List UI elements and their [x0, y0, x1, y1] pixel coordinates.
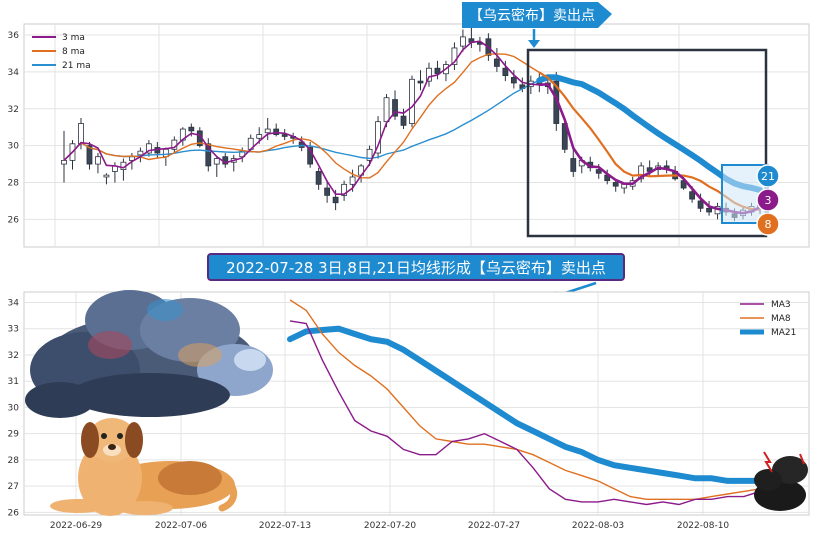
candle	[638, 162, 645, 183]
bottom-x-tick-label: 2022-07-13	[259, 521, 311, 531]
badge-3-label: 3	[765, 194, 772, 207]
top-y-tick-label: 32	[8, 105, 19, 115]
bottom-x-tick-label: 2022-07-20	[364, 521, 417, 531]
bottom-y-tick-label: 33	[8, 325, 19, 335]
top-arrow-head-icon	[528, 40, 540, 48]
candle	[137, 147, 144, 163]
candle	[273, 123, 280, 137]
top-legend-ma21: 21 ma	[62, 61, 91, 71]
focus-box	[526, 48, 768, 238]
top-plot-area	[23, 23, 810, 248]
candle	[502, 60, 509, 82]
badge-21-label: 21	[761, 170, 775, 183]
middle-banner-text: 2022-07-28 3日,8日,21日均线形成【乌云密布】卖出点	[226, 259, 606, 277]
bottom-x-tick-label: 2022-07-06	[155, 521, 208, 531]
bottom-y-tick-label: 29	[8, 430, 20, 440]
badge-8-label: 8	[765, 218, 772, 231]
candle	[281, 129, 288, 141]
storm-cloud-illustration	[25, 290, 273, 418]
dog-illustration	[50, 418, 238, 516]
bottom-legend-ma8: MA8	[771, 314, 791, 324]
bottom-y-tick-label: 34	[8, 298, 20, 308]
bottom-y-ticks: 26 27 28 29 30 31 32 33 34	[8, 298, 20, 518]
bottom-y-tick-label: 31	[8, 377, 19, 387]
top-y-tick-label: 34	[8, 68, 20, 78]
candle	[103, 173, 110, 185]
top-y-tick-label: 28	[8, 178, 20, 188]
top-legend: 3 ma 8 ma 21 ma	[32, 33, 91, 71]
bottom-y-tick-label: 32	[8, 351, 19, 361]
top-legend-ma8: 8 ma	[62, 47, 85, 57]
bottom-x-tick-label: 2022-08-10	[677, 521, 730, 531]
thunder-cloud-icon	[754, 451, 808, 511]
candle	[341, 180, 347, 201]
candle	[86, 141, 93, 170]
candle	[706, 200, 712, 216]
bottom-y-tick-label: 26	[8, 508, 20, 518]
top-y-tick-label: 26	[8, 215, 20, 225]
top-banner-shape	[462, 2, 612, 28]
bottom-ma8-line	[289, 299, 761, 500]
candle	[460, 29, 466, 52]
bottom-y-tick-label: 30	[8, 403, 20, 413]
bottom-y-tick-label: 27	[8, 482, 19, 492]
top-panel: 26 28 30 32 34 36 3 ma 8 ma 21 ma 【乌云密布】卖出点	[8, 2, 810, 248]
bottom-x-tick-label: 2022-07-27	[468, 521, 520, 531]
bottom-ma3-line	[289, 320, 761, 506]
top-legend-ma3: 3 ma	[62, 33, 85, 43]
candle	[392, 90, 398, 120]
bottom-x-ticks: 2022-06-29 2022-07-06 2022-07-13 2022-07-20…	[50, 521, 730, 531]
badge-21	[756, 164, 780, 188]
bottom-legend-ma21: MA21	[771, 328, 796, 338]
candle	[510, 70, 517, 89]
top-y-tick-label: 30	[8, 142, 20, 152]
middle-annotation: 2022-07-28 3日,8日,21日均线形成【乌云密布】卖出点	[207, 253, 625, 300]
candle	[570, 147, 577, 177]
candle	[145, 140, 152, 157]
top-banner-text: 【乌云密布】卖出点	[469, 7, 595, 24]
candle	[434, 60, 441, 80]
top-ma8-line	[63, 53, 540, 179]
bottom-x-tick-label: 2022-08-03	[572, 521, 624, 531]
end-badges: 21 3 8	[756, 164, 780, 236]
top-annotation: 【乌云密布】卖出点	[462, 2, 612, 48]
candle	[451, 42, 458, 71]
bottom-legend-ma3: MA3	[771, 300, 791, 310]
candle	[417, 70, 424, 91]
candle	[426, 62, 432, 87]
candle	[95, 153, 101, 174]
bottom-legend: MA3 MA8 MA21	[740, 300, 796, 338]
candle	[493, 47, 500, 72]
candle	[315, 167, 322, 190]
bottom-x-tick-label: 2022-06-29	[50, 521, 103, 531]
candle	[324, 180, 331, 203]
top-y-tick-label: 36	[8, 31, 20, 41]
candle	[409, 75, 415, 128]
badge-3	[756, 188, 780, 212]
top-ma3-line	[63, 40, 540, 195]
bottom-ma21-line	[287, 325, 763, 484]
badge-8	[756, 212, 780, 236]
top-y-ticks: 26 28 30 32 34 36	[8, 31, 20, 225]
candle	[375, 116, 381, 159]
middle-banner	[207, 253, 625, 281]
bottom-y-tick-label: 28	[8, 456, 20, 466]
candle	[264, 117, 271, 141]
candle	[205, 138, 212, 172]
candle	[213, 156, 220, 177]
